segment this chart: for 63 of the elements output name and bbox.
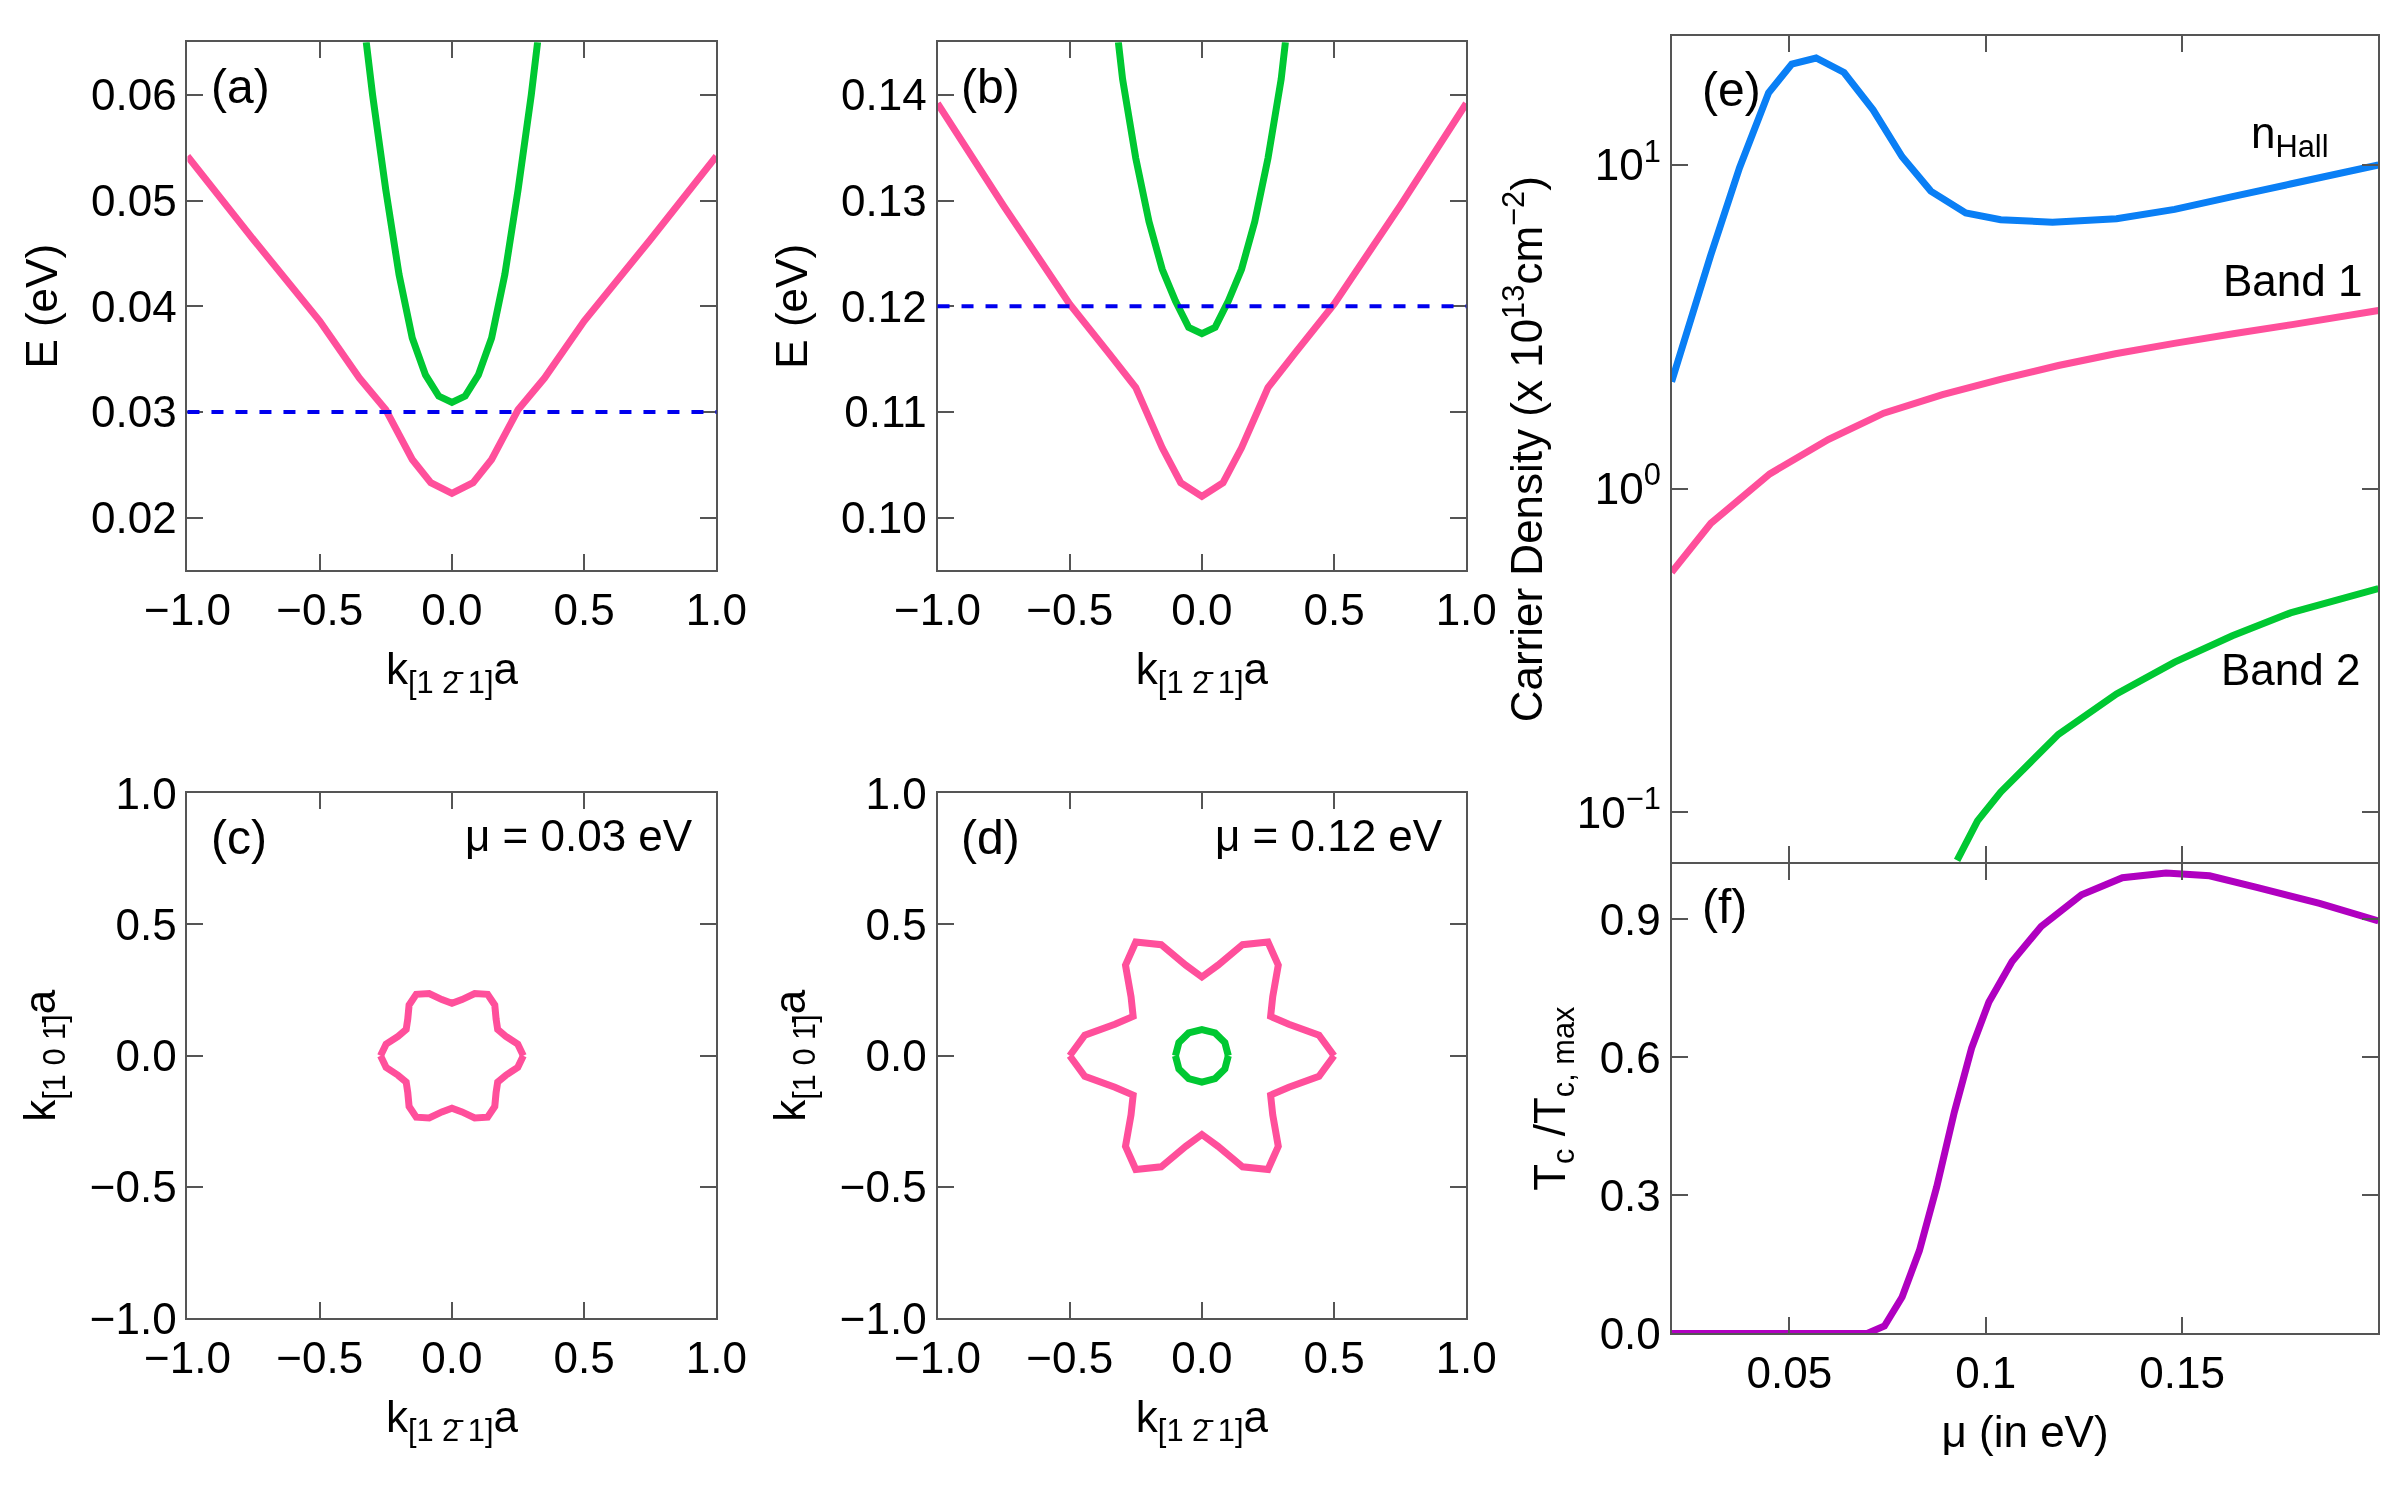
y-tick-label: 0.11: [844, 387, 927, 437]
x-tick-label: 0.1: [1955, 1348, 2017, 1398]
y-axis-title: E (eV): [766, 243, 816, 369]
series-label: n$_{Hall}$: [2251, 108, 2329, 165]
y-tick-label: 0.5: [865, 899, 927, 949]
x-axis-title: k$_{[1 2̄ 1]}$a: [385, 1391, 519, 1449]
y-tick-label: 0.10: [841, 492, 927, 542]
x-tick-label: 1.0: [685, 585, 747, 635]
x-tick-label: 0.5: [1303, 1333, 1365, 1383]
x-tick-label: 0.15: [2139, 1348, 2225, 1398]
y-tick-label: 0.14: [841, 70, 927, 120]
annotation: (a): [211, 60, 270, 113]
x-axis-title: k$_{[1 2̄ 1]}$a: [385, 644, 519, 701]
y-axis-title: E (eV): [16, 243, 66, 369]
y-tick-label: 1.0: [865, 768, 927, 818]
x-tick-label: 1.0: [685, 1333, 747, 1383]
x-tick-label: 0.5: [553, 585, 615, 635]
x-tick-label: 0.0: [421, 585, 483, 635]
y-tick-label: 0.03: [91, 387, 177, 437]
series-label: Band 1: [2223, 256, 2363, 305]
x-tick-label: 0.5: [553, 1333, 615, 1383]
x-axis-title: μ (in eV): [1941, 1407, 2109, 1457]
y-tick-label: 0.9: [1599, 894, 1661, 944]
x-tick-label: 0.0: [421, 1333, 483, 1383]
x-tick-label: 0.0: [1171, 585, 1233, 635]
annotation: μ = 0.03 eV: [465, 811, 693, 860]
x-axis-title: k$_{[1 2̄ 1]}$a: [1135, 644, 1269, 701]
y-tick-label: 10$^{1}$: [1594, 133, 1661, 190]
y-tick-label: −1.0: [89, 1293, 177, 1343]
annotation: (d): [961, 811, 1020, 864]
annotation: (b): [961, 60, 1020, 113]
y-tick-label: 0.12: [841, 281, 927, 331]
x-tick-label: −0.5: [276, 1333, 364, 1383]
y-tick-label: 0.5: [115, 899, 177, 949]
annotation: (f): [1702, 880, 1748, 933]
y-tick-label: 0.6: [1599, 1032, 1661, 1082]
x-tick-label: 0.05: [1746, 1348, 1833, 1398]
x-tick-label: 0.5: [1303, 585, 1365, 635]
x-tick-label: 1.0: [1435, 585, 1497, 635]
y-tick-label: 0.06: [91, 70, 177, 120]
y-tick-label: 10$^{0}$: [1594, 457, 1661, 513]
y-tick-label: 0.04: [91, 281, 177, 331]
x-tick-label: 1.0: [1435, 1333, 1497, 1383]
y-tick-label: −0.5: [89, 1162, 177, 1212]
y-tick-label: 0.13: [841, 176, 927, 226]
y-tick-label: −1.0: [839, 1293, 927, 1343]
x-tick-label: −0.5: [1026, 585, 1114, 635]
x-tick-label: −0.5: [276, 585, 364, 635]
x-axis-title: k$_{[1 2̄ 1]}$a: [1135, 1391, 1269, 1449]
y-tick-label: 10$^{−1}$: [1576, 781, 1661, 837]
annotation: μ = 0.12 eV: [1215, 811, 1443, 860]
annotation: (c): [211, 811, 267, 864]
y-tick-label: −0.5: [839, 1162, 927, 1212]
y-tick-label: 0.02: [91, 492, 177, 542]
series-label: Band 2: [2221, 645, 2361, 694]
x-tick-label: 0.0: [1171, 1333, 1233, 1383]
y-tick-label: 0.0: [115, 1031, 177, 1081]
x-tick-label: −0.5: [1026, 1333, 1114, 1383]
y-tick-label: 0.05: [91, 176, 177, 226]
y-tick-label: 0.3: [1599, 1170, 1661, 1220]
annotation: (e): [1702, 63, 1761, 116]
y-tick-label: 0.0: [865, 1031, 927, 1081]
y-tick-label: 1.0: [115, 768, 177, 818]
